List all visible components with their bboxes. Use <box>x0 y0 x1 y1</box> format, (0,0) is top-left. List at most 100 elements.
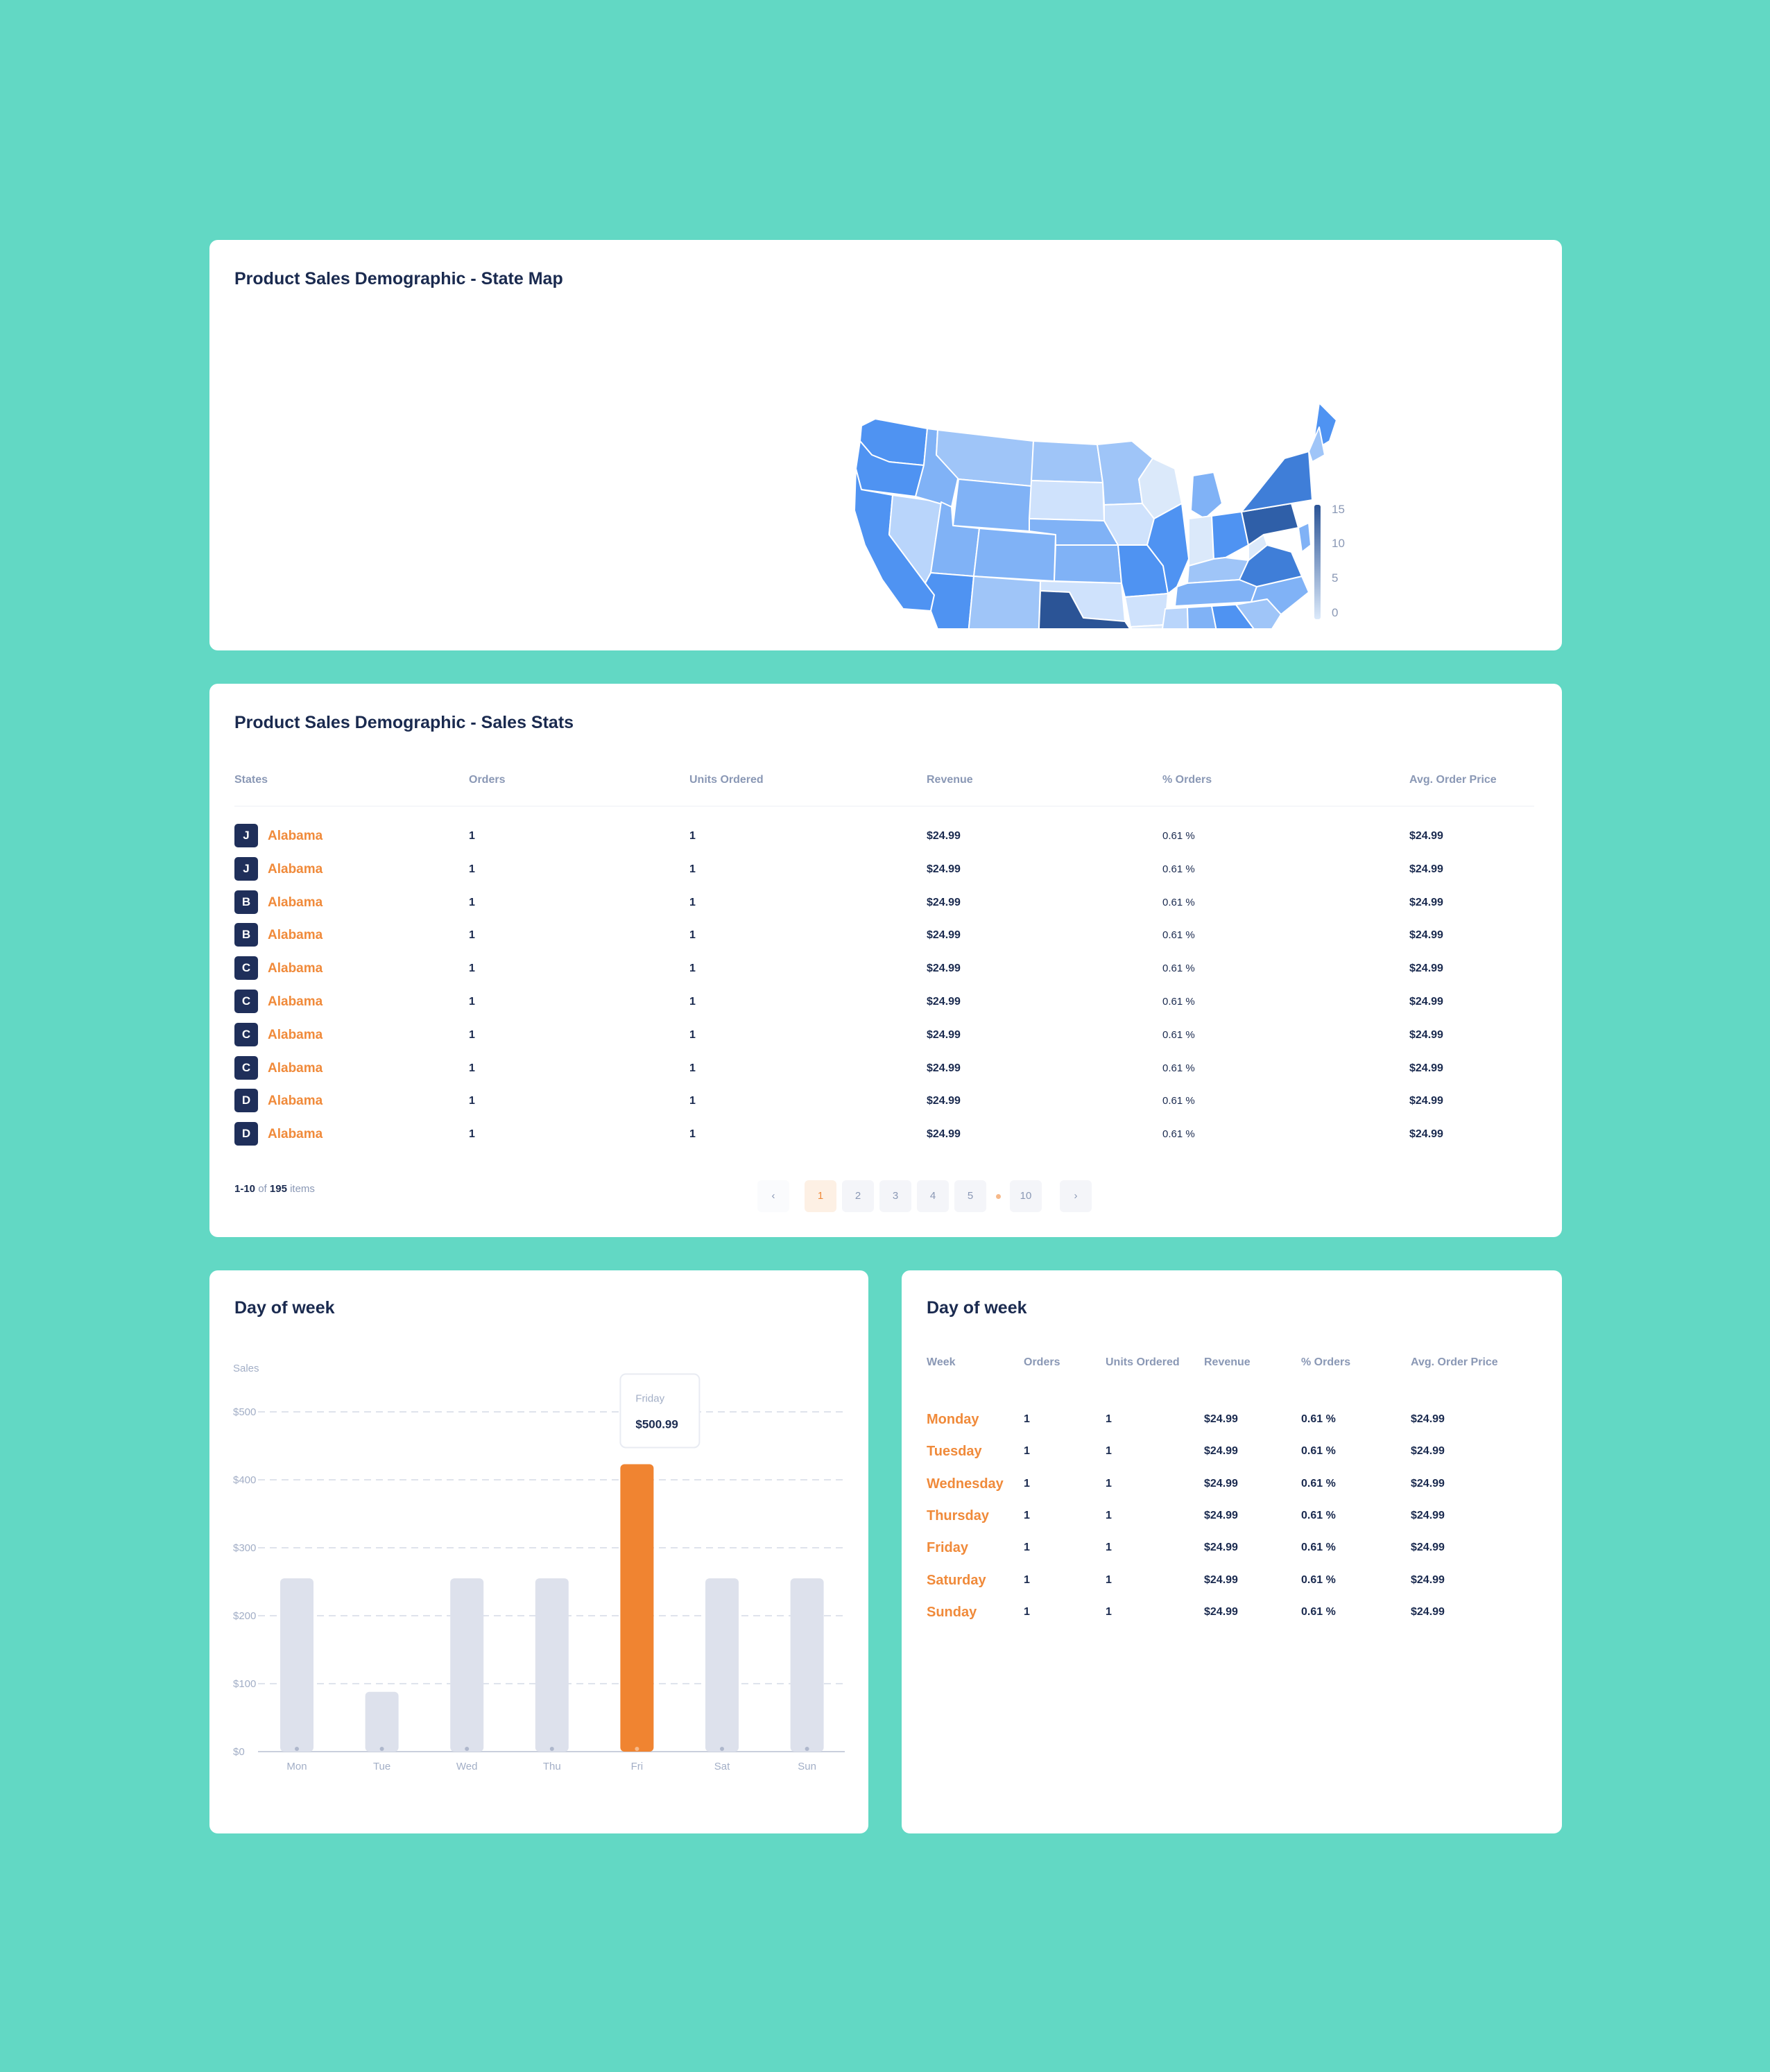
chevron-right-icon: › <box>1074 1190 1078 1202</box>
weekday-name[interactable]: Thursday <box>927 1508 990 1523</box>
table-row[interactable]: C Alabama 1 1 $24.99 0.61 % $24.99 <box>209 1055 1562 1089</box>
map-state-nj[interactable] <box>1298 522 1312 553</box>
map-state-oh[interactable] <box>1211 511 1249 560</box>
table-row[interactable]: Wednesday 1 1 $24.99 0.61 % $24.99 <box>902 1474 1562 1505</box>
state-name-link[interactable]: Alabama <box>268 1127 323 1142</box>
table-row[interactable]: D Alabama 1 1 $24.99 0.61 % $24.99 <box>209 1122 1562 1155</box>
table-row[interactable]: Friday 1 1 $24.99 0.61 % $24.99 <box>902 1537 1562 1569</box>
cell-revenue: $24.99 <box>1204 1477 1238 1490</box>
state-name-link[interactable]: Alabama <box>268 928 323 943</box>
map-state-la[interactable] <box>1130 624 1180 628</box>
chart-bar-thu[interactable] <box>535 1578 569 1752</box>
chart-bar-sun[interactable] <box>790 1578 824 1752</box>
state-name-link[interactable]: Alabama <box>268 961 323 976</box>
tooltip-label: Friday <box>635 1392 664 1404</box>
dow-col-avg-price[interactable]: Avg. Order Price <box>1411 1356 1498 1368</box>
cell-revenue: $24.99 <box>1204 1509 1238 1521</box>
state-name-link[interactable]: Alabama <box>268 1027 323 1042</box>
table-row[interactable]: C Alabama 1 1 $24.99 0.61 % $24.99 <box>209 990 1562 1023</box>
dow-col-units[interactable]: Units Ordered <box>1106 1356 1180 1368</box>
map-state-il[interactable] <box>1146 503 1189 594</box>
us-state-map[interactable]: 15 10 5 0 <box>653 337 1347 628</box>
table-row[interactable]: J Alabama 1 1 $24.99 0.61 % $24.99 <box>209 856 1562 890</box>
chart-bar-tue[interactable] <box>365 1691 399 1752</box>
map-state-tn[interactable] <box>1174 579 1257 607</box>
pagination-next-button[interactable]: › <box>1060 1180 1092 1212</box>
state-name-link[interactable]: Alabama <box>268 994 323 1009</box>
map-state-al[interactable] <box>1187 605 1221 628</box>
map-state-ks[interactable] <box>1054 544 1122 584</box>
table-row[interactable]: Tuesday 1 1 $24.99 0.61 % $24.99 <box>902 1441 1562 1473</box>
col-header-pct-orders[interactable]: % Orders <box>1162 774 1212 786</box>
map-state-co[interactable] <box>973 528 1056 582</box>
table-row[interactable]: Sunday 1 1 $24.99 0.61 % $24.99 <box>902 1602 1562 1634</box>
state-initial-badge: D <box>234 1122 258 1146</box>
col-header-avg-price[interactable]: Avg. Order Price <box>1409 774 1497 786</box>
map-state-sd[interactable] <box>1029 480 1105 521</box>
col-header-states[interactable]: States <box>234 774 268 786</box>
map-state-tx[interactable] <box>1028 590 1139 628</box>
cell-revenue: $24.99 <box>927 830 961 842</box>
map-state-ny[interactable] <box>1241 451 1313 512</box>
table-row[interactable]: B Alabama 1 1 $24.99 0.61 % $24.99 <box>209 923 1562 956</box>
map-state-nm[interactable] <box>967 576 1041 628</box>
pagination-page-2[interactable]: 2 <box>842 1180 874 1212</box>
chart-bar-wed[interactable] <box>450 1578 484 1752</box>
col-header-orders[interactable]: Orders <box>469 774 506 786</box>
state-name-link[interactable]: Alabama <box>268 1060 323 1076</box>
chart-bar-fri[interactable] <box>620 1464 654 1752</box>
pagination-page-1[interactable]: 1 <box>805 1180 836 1212</box>
cell-units: 1 <box>689 1128 696 1141</box>
dow-col-revenue[interactable]: Revenue <box>1204 1356 1251 1368</box>
map-state-wy[interactable] <box>952 478 1032 532</box>
chart-x-tick-label: Sun <box>798 1761 816 1772</box>
map-state-nd[interactable] <box>1031 440 1103 483</box>
state-name-link[interactable]: Alabama <box>268 1094 323 1109</box>
table-row[interactable]: B Alabama 1 1 $24.99 0.61 % $24.99 <box>209 890 1562 924</box>
chart-bar-mon[interactable] <box>280 1578 313 1752</box>
chart-y-tick-label: $500 <box>233 1406 256 1418</box>
table-row[interactable]: Saturday 1 1 $24.99 0.61 % $24.99 <box>902 1570 1562 1602</box>
weekday-name[interactable]: Friday <box>927 1540 969 1556</box>
chart-bar-dot <box>635 1747 639 1751</box>
pagination-page-5[interactable]: 5 <box>954 1180 986 1212</box>
col-header-revenue[interactable]: Revenue <box>927 774 973 786</box>
map-state-in[interactable] <box>1188 515 1214 567</box>
cell-units: 1 <box>689 863 696 875</box>
map-state-vt-nh[interactable] <box>1308 426 1325 463</box>
table-row[interactable]: D Alabama 1 1 $24.99 0.61 % $24.99 <box>209 1089 1562 1122</box>
pagination-page-4[interactable]: 4 <box>917 1180 949 1212</box>
dow-col-orders[interactable]: Orders <box>1024 1356 1060 1368</box>
chart-bar-sat[interactable] <box>705 1578 739 1752</box>
chart-x-tick-label: Wed <box>456 1761 478 1772</box>
weekday-name[interactable]: Saturday <box>927 1572 986 1588</box>
weekday-name[interactable]: Monday <box>927 1412 979 1427</box>
state-name-link[interactable]: Alabama <box>268 829 323 843</box>
table-row[interactable]: C Alabama 1 1 $24.99 0.61 % $24.99 <box>209 1022 1562 1056</box>
pagination-page-3[interactable]: 3 <box>879 1180 911 1212</box>
table-row[interactable]: J Alabama 1 1 $24.99 0.61 % $24.99 <box>209 824 1562 857</box>
weekday-name[interactable]: Sunday <box>927 1604 977 1620</box>
cell-avg: $24.99 <box>1411 1413 1445 1425</box>
map-state-ms[interactable] <box>1160 607 1189 628</box>
cell-avg: $24.99 <box>1411 1445 1445 1458</box>
table-row[interactable]: C Alabama 1 1 $24.99 0.61 % $24.99 <box>209 956 1562 990</box>
state-name-link[interactable]: Alabama <box>268 895 323 910</box>
dow-col-week[interactable]: Week <box>927 1356 956 1368</box>
state-initial-badge: B <box>234 923 258 947</box>
cell-revenue: $24.99 <box>1204 1445 1238 1458</box>
table-row[interactable]: Monday 1 1 $24.99 0.61 % $24.99 <box>902 1409 1562 1441</box>
state-name-link[interactable]: Alabama <box>268 861 323 877</box>
weekday-name[interactable]: Wednesday <box>927 1476 1004 1492</box>
pagination-page-10[interactable]: 10 <box>1010 1180 1042 1212</box>
map-state-mi[interactable] <box>1190 472 1223 519</box>
dow-col-pct-orders[interactable]: % Orders <box>1301 1356 1351 1368</box>
table-row[interactable]: Thursday 1 1 $24.99 0.61 % $24.99 <box>902 1505 1562 1537</box>
weekday-name[interactable]: Tuesday <box>927 1444 982 1460</box>
map-state-ar[interactable] <box>1124 593 1169 628</box>
cell-avg: $24.99 <box>1411 1605 1445 1618</box>
col-header-units[interactable]: Units Ordered <box>689 774 764 786</box>
map-state-az[interactable] <box>925 572 974 628</box>
cell-orders: 1 <box>469 863 475 875</box>
pagination-prev-button[interactable]: ‹ <box>757 1180 789 1212</box>
